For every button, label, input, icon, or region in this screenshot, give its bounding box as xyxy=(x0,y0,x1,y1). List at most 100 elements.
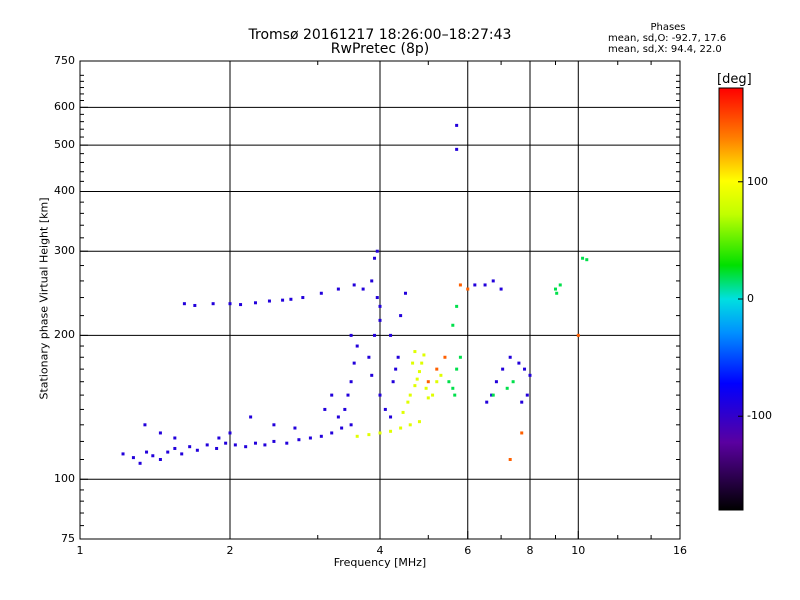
echo-point xyxy=(415,377,419,381)
echo-point xyxy=(319,434,323,438)
echo-point xyxy=(435,380,439,384)
colorbar-tick-label: 100 xyxy=(747,174,768,188)
echo-point xyxy=(413,350,417,354)
echo-point xyxy=(340,426,344,430)
echo-point xyxy=(349,380,353,384)
y-axis-label: Stationary phase Virtual Height [km] xyxy=(37,197,51,400)
echo-point xyxy=(370,279,374,283)
chart-title: Tromsø 20161217 18:26:00–18:27:43 xyxy=(248,27,512,43)
echo-point xyxy=(558,283,562,287)
tick-marks xyxy=(79,60,681,540)
echo-point xyxy=(490,393,494,397)
echo-point xyxy=(330,393,334,397)
echo-point xyxy=(349,423,353,427)
echo-point xyxy=(555,291,559,295)
echo-point xyxy=(408,423,412,427)
echo-point xyxy=(330,431,334,435)
echo-point xyxy=(378,393,382,397)
echo-point xyxy=(396,355,400,359)
echo-point xyxy=(435,367,439,371)
x-tick-label: 1 xyxy=(76,544,84,557)
echo-point xyxy=(499,287,503,291)
y-tick-label: 200 xyxy=(54,328,75,342)
echo-point xyxy=(244,445,248,449)
echo-point xyxy=(272,423,276,427)
echo-point xyxy=(383,407,387,411)
echo-point xyxy=(413,384,417,388)
echo-point xyxy=(233,443,237,447)
echo-point xyxy=(508,457,512,461)
echo-point xyxy=(485,400,489,404)
y-tick-label: 100 xyxy=(54,472,75,486)
echo-point xyxy=(491,393,495,397)
y-tick-label: 600 xyxy=(54,100,75,114)
echo-point xyxy=(453,393,457,397)
echo-point xyxy=(373,333,377,337)
echo-point xyxy=(389,415,393,419)
echo-point xyxy=(352,361,356,365)
echo-point xyxy=(182,302,186,306)
echo-point xyxy=(336,287,340,291)
echo-point xyxy=(422,353,426,357)
y-tick-label: 400 xyxy=(54,184,75,198)
echo-point xyxy=(224,441,228,445)
echo-point xyxy=(145,450,149,454)
echo-point xyxy=(394,367,398,371)
echo-point xyxy=(293,426,297,430)
echo-point xyxy=(367,355,371,359)
echo-point xyxy=(517,361,521,365)
echo-point xyxy=(297,438,301,442)
echo-point xyxy=(121,452,125,456)
echo-point xyxy=(378,318,382,322)
echo-point xyxy=(511,380,515,384)
echo-point xyxy=(399,314,403,318)
echo-point xyxy=(215,446,219,450)
echo-point xyxy=(426,380,430,384)
x-tick-label: 8 xyxy=(526,544,534,557)
echo-point xyxy=(281,298,285,302)
echo-point xyxy=(319,291,323,295)
echo-point xyxy=(403,291,407,295)
stats-title: Phases xyxy=(650,22,686,33)
echo-point xyxy=(451,323,455,327)
echo-point xyxy=(367,433,371,437)
echo-point xyxy=(228,302,232,306)
echo-point xyxy=(211,302,215,306)
echo-point xyxy=(401,410,405,414)
echo-point xyxy=(455,367,459,371)
echo-point xyxy=(447,380,451,384)
echo-point xyxy=(217,436,221,440)
colorbar-tick-label: 0 xyxy=(747,292,754,305)
echo-point xyxy=(391,380,395,384)
echo-point xyxy=(205,443,209,447)
echo-point xyxy=(528,373,532,377)
echo-point xyxy=(399,426,403,430)
echo-point xyxy=(285,441,289,445)
data-points xyxy=(121,123,589,465)
colorbar-label: [deg] xyxy=(717,72,752,87)
echo-point xyxy=(370,373,374,377)
x-tick-label: 6 xyxy=(464,544,472,557)
echo-point xyxy=(249,415,253,419)
echo-point xyxy=(301,296,305,300)
x-tick-label: 10 xyxy=(571,544,586,557)
x-tick-label: 4 xyxy=(376,544,384,557)
echo-point xyxy=(173,436,177,440)
echo-point xyxy=(253,301,257,305)
echo-point xyxy=(143,423,147,427)
echo-point xyxy=(520,431,524,435)
echo-point xyxy=(352,283,356,287)
echo-point xyxy=(253,441,257,445)
echo-point xyxy=(553,287,557,291)
echo-point xyxy=(458,283,462,287)
echo-point xyxy=(525,393,529,397)
echo-point xyxy=(138,461,142,465)
echo-point xyxy=(188,445,192,449)
echo-point xyxy=(483,283,487,287)
echo-point xyxy=(378,431,382,435)
echo-point xyxy=(228,431,232,435)
chart-subtitle: RwPretec (8p) xyxy=(330,41,430,57)
echo-point xyxy=(455,123,459,127)
echo-point xyxy=(576,333,580,337)
